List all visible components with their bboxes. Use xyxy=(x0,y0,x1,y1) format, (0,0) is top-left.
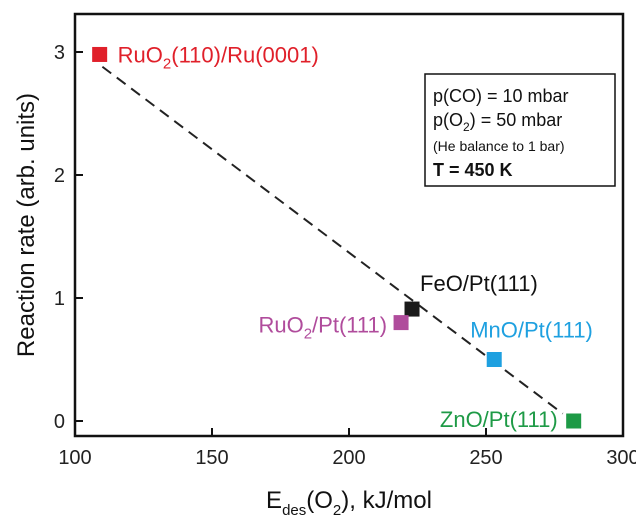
x-title-sub2: 2 xyxy=(333,502,341,519)
x-axis-ticks: 100 150 200 250 300 xyxy=(58,428,636,469)
x-title-rest1: (O xyxy=(306,487,333,514)
condition-temperature: T = 450 K xyxy=(433,160,513,180)
point-ruo2-ru0001 xyxy=(92,46,108,62)
label-sub: 2 xyxy=(163,55,171,72)
x-axis-title: Edes(O2), kJ/mol xyxy=(266,487,432,519)
label-ruo2-pt111: RuO2/Pt(111) xyxy=(258,313,387,343)
x-tick-label: 200 xyxy=(332,447,365,469)
y-tick-label: 1 xyxy=(54,288,65,310)
label-feo-pt111: FeO/Pt(111) xyxy=(420,271,538,296)
condition-co-pressure: p(CO) = 10 mbar xyxy=(433,86,569,106)
y-tick-label: 2 xyxy=(54,165,65,187)
x-title-rest2: ), kJ/mol xyxy=(341,487,432,514)
label-main: RuO xyxy=(118,42,163,67)
x-tick-label: 150 xyxy=(195,447,228,469)
label-ruo2-ru0001: RuO2(110)/Ru(0001) xyxy=(118,42,319,72)
y-tick-label: 0 xyxy=(54,411,65,433)
label-rest: /Pt(111) xyxy=(312,313,387,338)
label-zno-pt111: ZnO/Pt(111) xyxy=(440,407,558,432)
o2-rest: ) = 50 mbar xyxy=(470,110,563,130)
x-title-sub: des xyxy=(282,502,306,519)
label-sub: 2 xyxy=(304,326,312,343)
label-main: FeO/Pt(111) xyxy=(420,271,538,296)
x-tick-label: 100 xyxy=(58,447,91,469)
label-main: MnO/Pt(111) xyxy=(470,318,593,343)
y-axis-title: Reaction rate (arb. units) xyxy=(13,93,40,357)
conditions-box: p(CO) = 10 mbar p(O2) = 50 mbar (He bala… xyxy=(424,73,616,187)
condition-o2-pressure: p(O2) = 50 mbar xyxy=(433,110,562,134)
o2-main: p(O xyxy=(433,110,463,130)
condition-he-balance: (He balance to 1 bar) xyxy=(433,138,565,154)
point-zno-pt111 xyxy=(566,413,582,429)
label-mno-pt111: MnO/Pt(111) xyxy=(470,318,593,343)
x-tick-label: 250 xyxy=(469,447,502,469)
label-rest: (110)/Ru(0001) xyxy=(171,42,319,67)
data-points: RuO2(110)/Ru(0001)FeO/Pt(111)RuO2/Pt(111… xyxy=(92,42,593,432)
x-title-main: E xyxy=(266,487,282,514)
y-tick-label: 3 xyxy=(54,42,65,64)
o2-sub: 2 xyxy=(463,120,470,134)
point-ruo2-pt111 xyxy=(393,315,409,331)
conditions-box-frame xyxy=(424,73,616,187)
label-main: RuO xyxy=(258,313,303,338)
label-main: ZnO/Pt(111) xyxy=(440,407,558,432)
point-feo-pt111 xyxy=(404,301,420,317)
fit-line xyxy=(101,65,564,415)
y-axis-ticks: 0 1 2 3 xyxy=(54,42,83,433)
point-mno-pt111 xyxy=(486,352,502,367)
x-tick-label: 300 xyxy=(606,447,636,469)
